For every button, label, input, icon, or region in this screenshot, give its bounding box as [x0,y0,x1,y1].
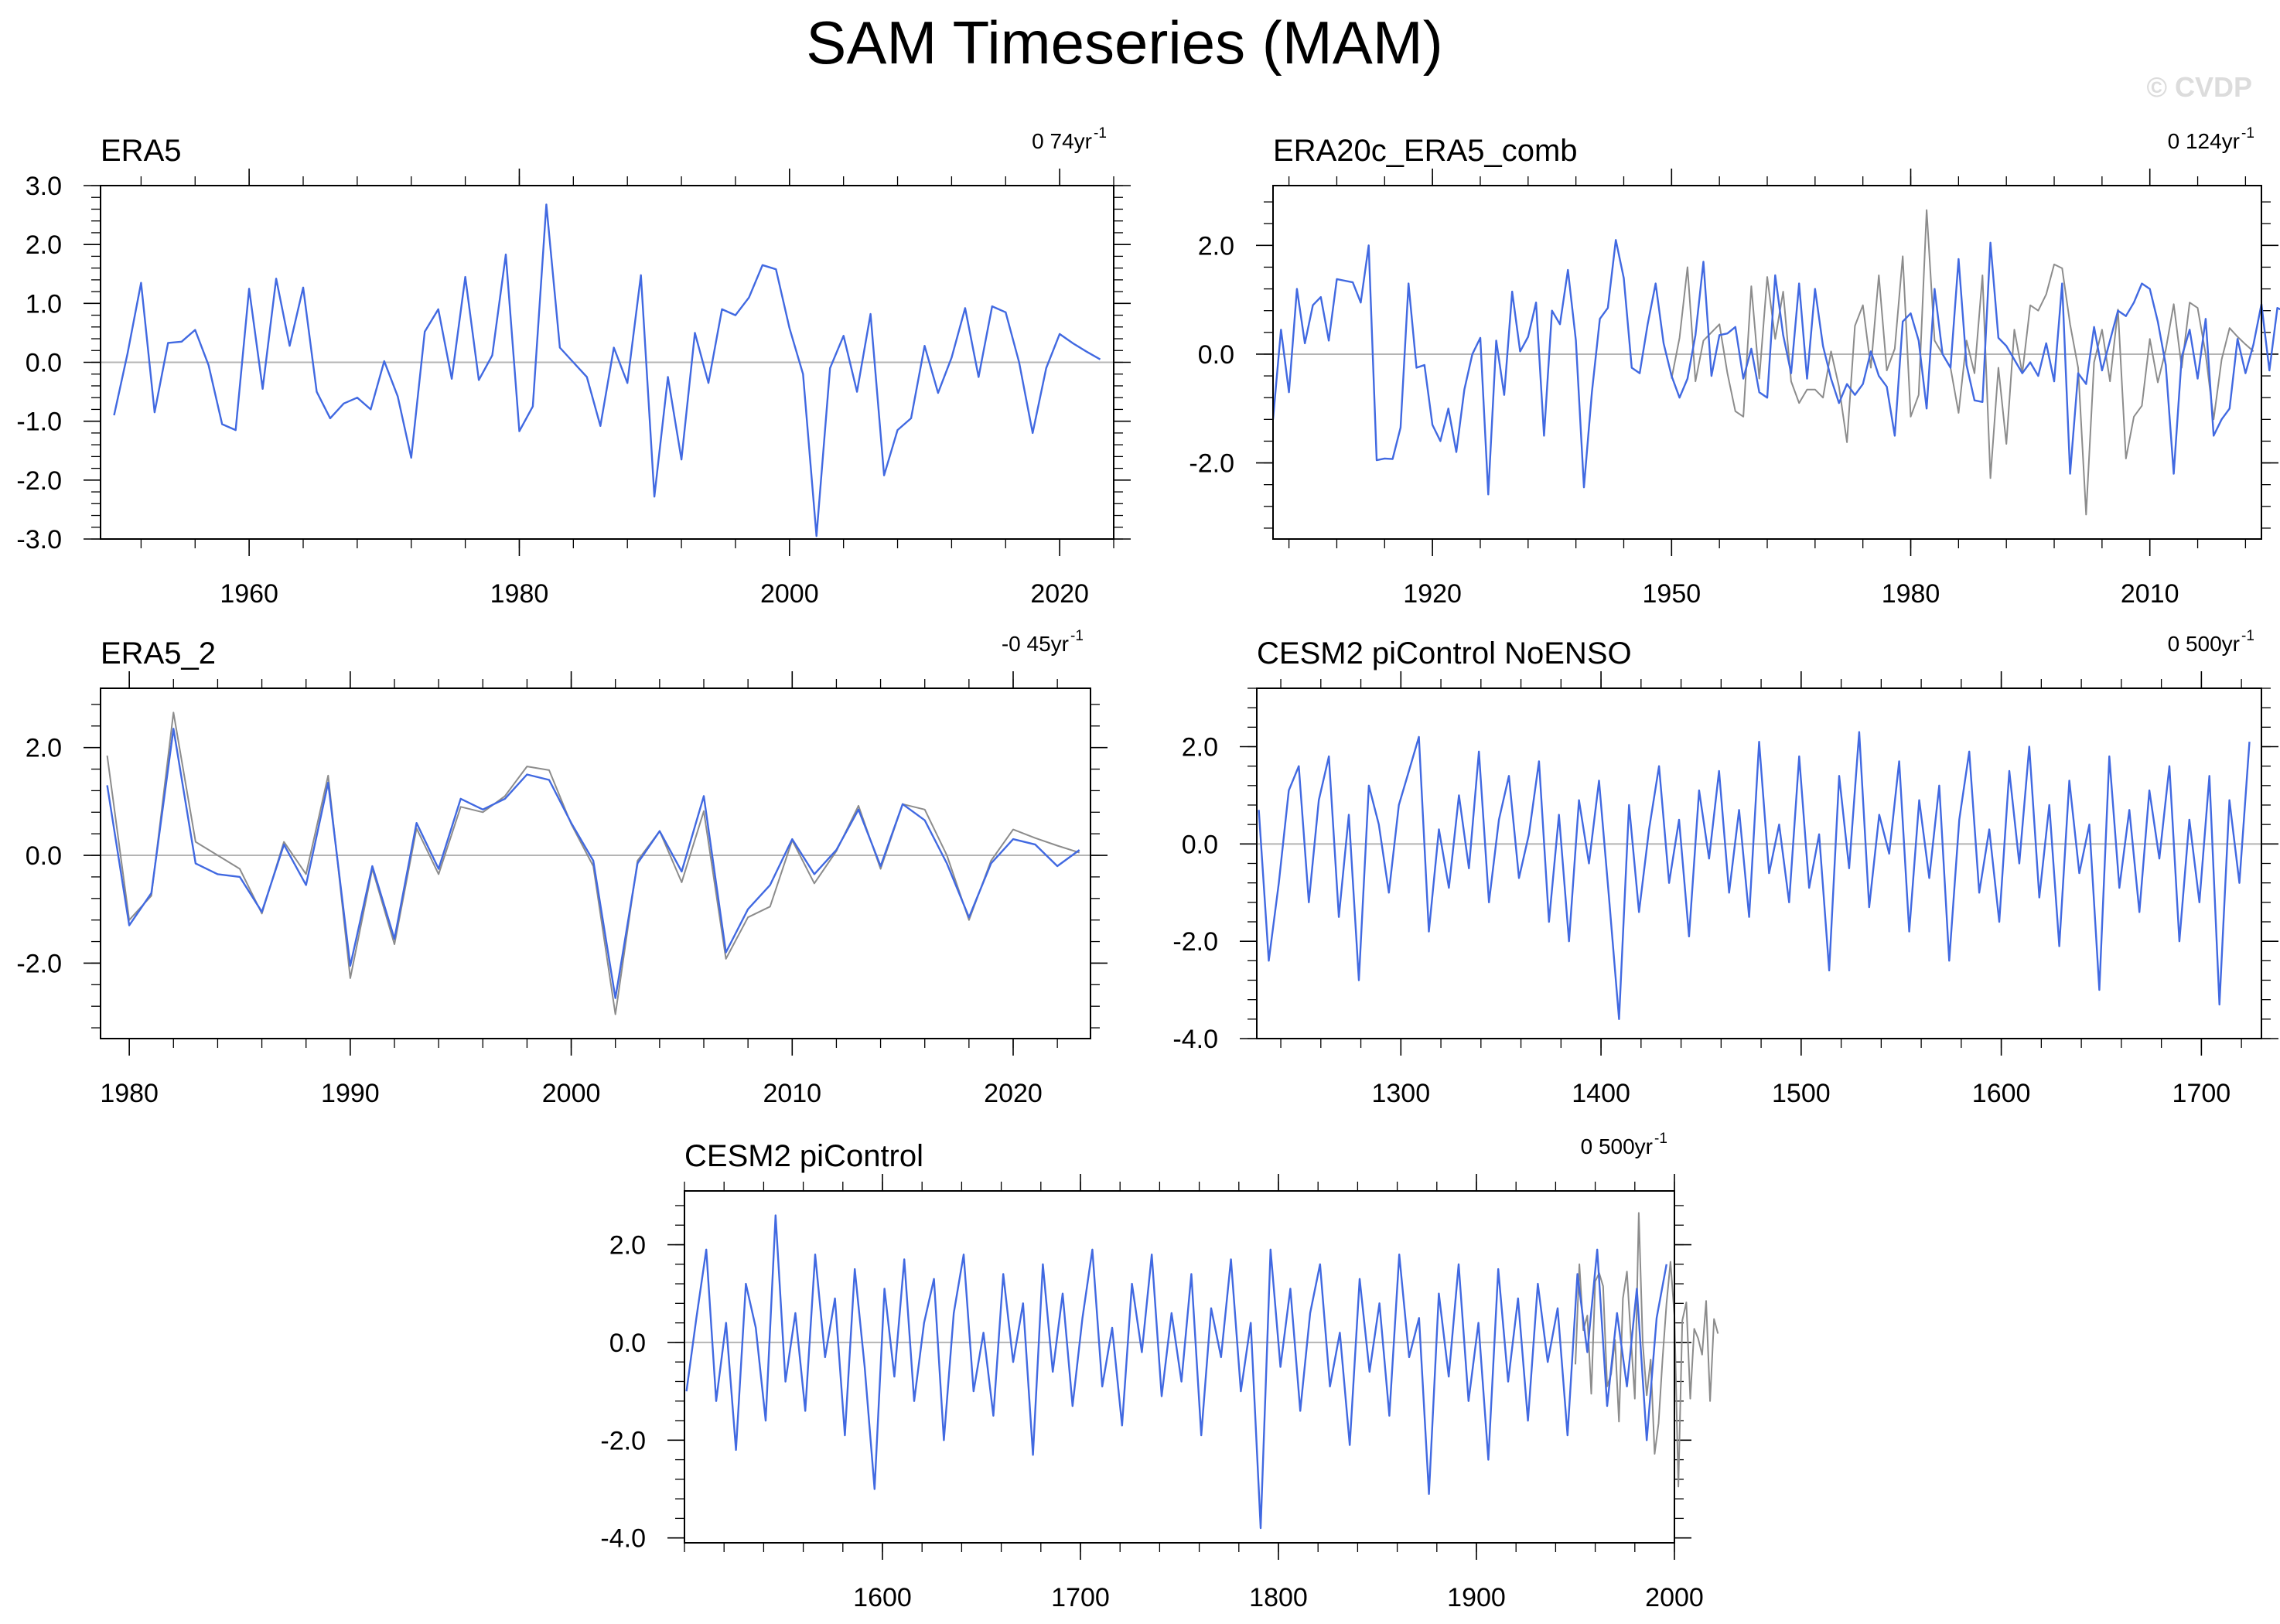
panel-title: ERA5 [101,134,182,168]
y-tick-label: -4.0 [600,1524,646,1554]
panel-3: ERA5_2 -0 45yr -1 -2.0 0.0 2.0 1980 1990 2000 201… [16,628,1108,1108]
y-tick-label: 2.0 [26,230,62,260]
y-tick-label: 0.0 [1198,340,1234,370]
x-tick-label: 1960 [220,579,278,609]
y-tick-label: 0.0 [609,1329,646,1358]
panel-4: CESM2 piControl NoENSO 0 500yr -1 -4.0 -2.0 0… [1172,628,2278,1108]
y-tick-label: 2.0 [26,734,62,763]
x-tick-label: 2000 [542,1079,601,1108]
trend-exponent: -1 [1094,125,1107,142]
x-tick-label: 1700 [1051,1583,1110,1612]
series-line-primary [1258,731,2251,1021]
y-tick-label: -2.0 [1189,449,1234,479]
trend-exponent: -1 [1070,628,1084,644]
x-tick-label: 2010 [2121,579,2179,609]
x-tick-label: 2020 [984,1079,1043,1108]
plot-frame [1256,687,2262,1039]
x-tick-label: 1700 [2172,1079,2231,1108]
y-tick-label: -2.0 [16,949,62,978]
series-line-primary [106,728,1080,999]
panel-1: ERA5 0 74yr -1 -3.0 -2.0 -1.0 0.0 1.0 2.0 3.0 1960… [16,125,1131,609]
y-tick-label: -1.0 [16,408,62,437]
y-tick-label: -2.0 [16,466,62,496]
y-tick-label: -2.0 [600,1426,646,1455]
trend-label: -0 45yr [1002,632,1069,656]
y-tick-label: 1.0 [26,289,62,319]
x-tick-label: 1980 [100,1079,159,1108]
x-tick-label: 1990 [321,1079,380,1108]
x-tick-label: 1900 [1447,1583,1506,1612]
y-tick-label: 2.0 [609,1231,646,1261]
trend-label: 0 74yr [1032,129,1092,153]
series-line-primary [685,1214,1667,1530]
x-tick-label: 2000 [1645,1583,1704,1612]
plot-frame [100,687,1091,1039]
y-tick-label: 2.0 [1182,733,1218,763]
series-line-primary [1271,239,2280,496]
x-tick-label: 1600 [853,1583,912,1612]
panel-title: ERA5_2 [101,636,216,670]
y-tick-label: 2.0 [1198,231,1234,261]
trend-label: 0 124yr [2168,129,2240,153]
y-tick-label: 0.0 [26,841,62,871]
trend-exponent: -1 [2241,628,2254,644]
y-tick-label: -4.0 [1172,1025,1218,1054]
series-line-primary [113,203,1101,537]
panel-title: ERA20c_ERA5_comb [1273,134,1578,168]
y-tick-label: -3.0 [16,525,62,554]
x-tick-label: 1980 [1882,579,1940,609]
y-tick-label: 0.0 [1182,830,1218,859]
trend-exponent: -1 [2241,125,2254,142]
x-tick-label: 2020 [1030,579,1089,609]
y-tick-label: 3.0 [26,172,62,201]
panel-5: CESM2 piControl 0 500yr -1 -4.0 -2.0 0.0 2.0 16… [600,1131,1719,1612]
x-tick-label: 2000 [760,579,819,609]
x-tick-label: 1980 [490,579,549,609]
x-tick-label: 1950 [1643,579,1701,609]
trend-label: 0 500yr [2168,632,2240,656]
x-tick-label: 1400 [1572,1079,1630,1108]
x-tick-label: 1300 [1371,1079,1430,1108]
plot-frame [1272,185,2262,540]
plot-frame [100,185,1114,540]
trend-label: 0 500yr [1581,1134,1653,1158]
watermark: © CVDP [2146,71,2252,103]
y-tick-label: 0.0 [26,349,62,378]
x-tick-label: 2010 [763,1079,821,1108]
y-tick-label: -2.0 [1172,927,1218,957]
panel-title: CESM2 piControl NoENSO [1257,636,1632,670]
panel-title: CESM2 piControl [684,1139,923,1173]
trend-exponent: -1 [1654,1131,1667,1147]
x-tick-label: 1800 [1249,1583,1308,1612]
plot-frame [684,1190,1675,1544]
panel-2: ERA20c_ERA5_comb 0 124yr -1 -2.0 0.0 2.0 1920 1… [1189,125,2280,609]
series-line-reference [1671,209,2254,516]
x-tick-label: 1920 [1403,579,1462,609]
x-tick-label: 1600 [1972,1079,2031,1108]
figure-title: SAM Timeseries (MAM) [806,9,1442,77]
x-tick-label: 1500 [1772,1079,1831,1108]
